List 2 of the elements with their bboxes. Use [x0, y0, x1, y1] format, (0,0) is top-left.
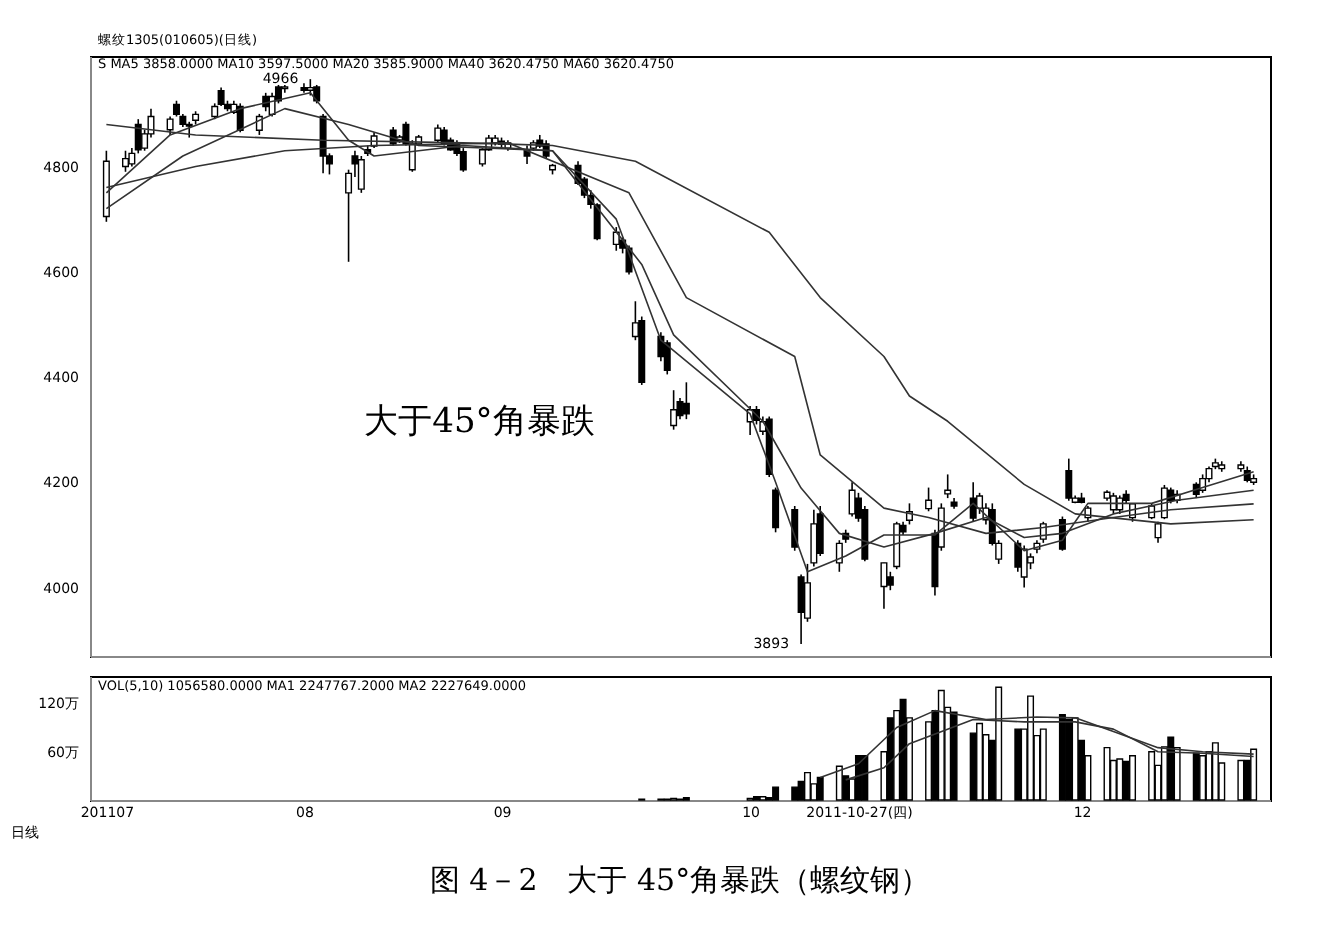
text: 图 4－2 大于 45°角暴跌（螺纹钢）	[429, 862, 931, 898]
annotation: 大于45°角暴跌	[364, 402, 595, 442]
